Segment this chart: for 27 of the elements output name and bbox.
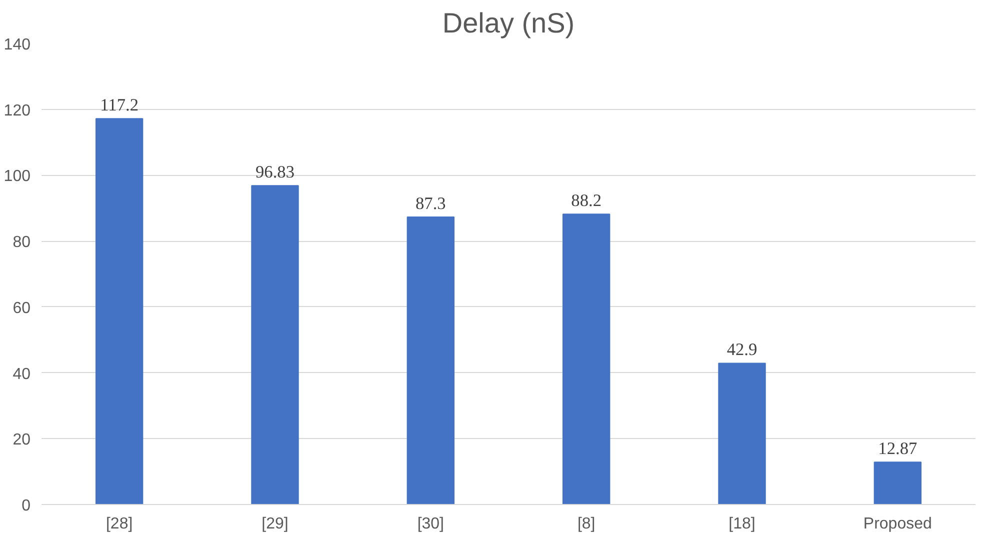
data-label: 96.83 <box>256 162 295 182</box>
data-label: 12.87 <box>878 439 918 458</box>
x-tick-label: [18] <box>728 516 756 532</box>
y-tick-label: 60 <box>12 300 31 317</box>
bar <box>95 118 144 504</box>
x-tick-label: [28] <box>106 516 133 532</box>
data-label: 117.2 <box>100 96 139 115</box>
y-tick-label: 40 <box>12 366 31 383</box>
data-label: 87.3 <box>416 194 446 214</box>
y-tick-label: 140 <box>4 36 31 54</box>
y-tick-label: 100 <box>4 168 31 186</box>
x-tick-label: [8] <box>577 516 596 532</box>
chart-title: Delay (nS) <box>442 8 575 38</box>
data-label: 42.9 <box>726 340 758 360</box>
bar <box>562 214 610 504</box>
bar <box>406 216 455 504</box>
y-tick-label: 0 <box>22 498 31 514</box>
bar <box>251 185 299 504</box>
y-tick-label: 20 <box>12 432 31 449</box>
data-label: 88.2 <box>571 191 602 210</box>
x-tick-label: Proposed <box>863 516 932 532</box>
x-tick-label: [29] <box>262 516 288 532</box>
bar <box>718 362 766 504</box>
y-tick-label: 80 <box>12 234 31 252</box>
bar <box>874 462 922 504</box>
x-tick-label: [30] <box>417 516 444 532</box>
y-tick-label: 120 <box>4 102 31 120</box>
